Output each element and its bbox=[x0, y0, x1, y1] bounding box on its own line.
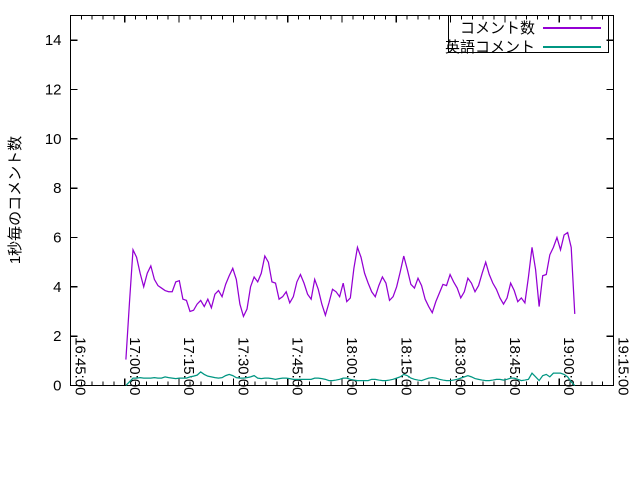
x-tick-label: 17:30:00 bbox=[234, 337, 251, 395]
legend-label-2: 英語コメント bbox=[445, 38, 535, 56]
y-tick-label: 4 bbox=[53, 279, 61, 296]
x-tick-label: 16:45:00 bbox=[72, 337, 89, 395]
x-tick-label: 18:45:00 bbox=[506, 337, 523, 395]
x-tick-label: 19:00:00 bbox=[560, 337, 577, 395]
x-tick-label: 17:15:00 bbox=[180, 337, 197, 395]
x-tick-label: 17:45:00 bbox=[289, 337, 306, 395]
series-line-1 bbox=[125, 231, 576, 360]
series-line-2 bbox=[125, 371, 576, 386]
y-tick-label: 8 bbox=[53, 180, 61, 197]
y-tick-label: 2 bbox=[53, 328, 61, 345]
x-axis-ticks: 16:45:00 17:00:00 17:15:00 17:30:00 17:45:00… bbox=[69, 15, 632, 396]
x-tick-label: 17:00:00 bbox=[126, 337, 143, 395]
data-series-group bbox=[125, 231, 576, 386]
x-tick-label: 18:00:00 bbox=[343, 337, 360, 395]
y-tick-label: 12 bbox=[45, 82, 62, 99]
y-tick-label: 6 bbox=[53, 230, 61, 247]
x-tick-label: 18:30:00 bbox=[452, 337, 469, 395]
y-tick-label: 0 bbox=[53, 378, 61, 395]
y-axis-label: 1秒毎のコメント数 bbox=[7, 136, 24, 264]
legend-label-1: コメント数 bbox=[460, 20, 535, 37]
x-tick-label: 18:15:00 bbox=[397, 337, 414, 395]
plot-frame bbox=[69, 14, 615, 387]
plot-border bbox=[69, 14, 615, 387]
legend-border bbox=[447, 14, 610, 54]
y-tick-label: 14 bbox=[45, 32, 62, 49]
x-tick-label: 19:15:00 bbox=[615, 337, 632, 395]
y-tick-label: 10 bbox=[45, 131, 62, 148]
y-axis-ticks: 0 2 4 6 8 10 12 14 bbox=[45, 32, 614, 395]
